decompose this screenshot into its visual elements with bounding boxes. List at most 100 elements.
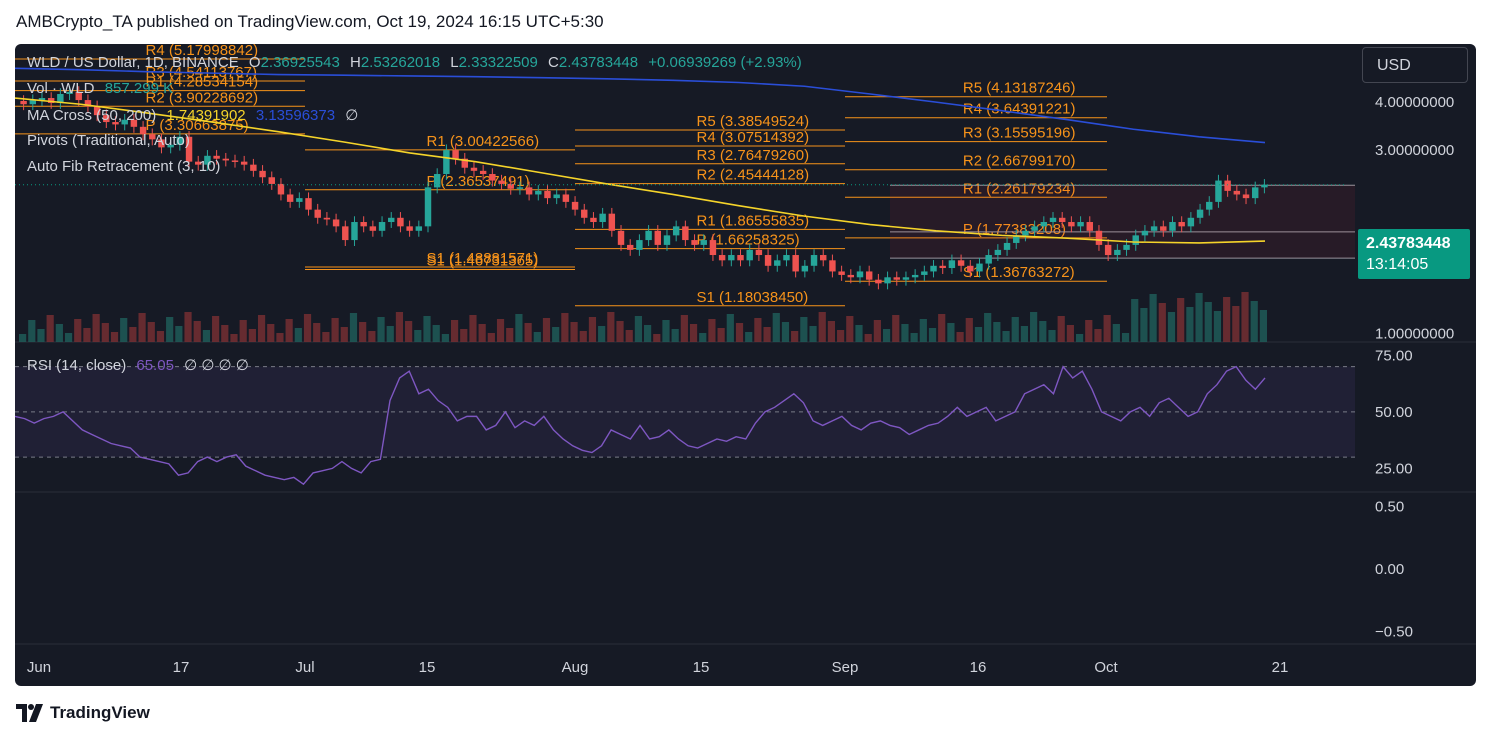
candle-body [121,119,128,125]
volume-bar [588,317,597,342]
volume-bar [772,313,780,342]
candle-body [1123,244,1130,250]
candle-body [617,230,625,245]
volume-bar [19,334,27,342]
candle-body [75,92,82,101]
candle-body [581,209,588,218]
volume-bar [147,322,155,342]
volume-bar [708,319,716,342]
bar-countdown: 13:14:05 [1366,256,1429,273]
legend-rsi-extra: ∅ ∅ ∅ ∅ [184,357,249,374]
candle-body [158,139,165,148]
candle-body [746,249,753,261]
candle-body [856,271,864,278]
candle-body [20,100,27,105]
volume-bar [607,312,615,342]
volume-bar [1131,299,1139,342]
volume-bar [212,316,220,342]
candle-body [29,100,37,105]
volume-bar [506,328,514,342]
candle-body [195,161,202,165]
volume-bar [873,320,881,342]
pivot-level-label: R4 (5.17998842) [146,44,259,59]
candle-body [1022,230,1029,236]
candle-body [1242,194,1250,199]
chart-canvas[interactable]: R4 (5.17998842)R3 (4.54113767)R2 (3.9022… [15,44,1476,686]
candle-body [1095,230,1103,245]
candle-body [397,217,404,227]
volume-bar [92,314,100,342]
candle-body [654,230,662,245]
volume-bar [1057,316,1065,342]
candle-body [415,226,423,231]
candle-body [342,226,349,241]
footer-brand[interactable]: TradingView [16,703,150,723]
volume-bar [46,315,54,342]
volume-bar [202,330,211,342]
candle-body [976,263,983,272]
volume-bar [138,313,146,342]
volume-bar [735,323,744,342]
volume-bar [450,320,459,342]
candle-body [1003,242,1011,250]
volume-bar [83,328,91,342]
candle-body [783,255,790,261]
volume-bar [1030,312,1038,342]
candle-body [700,240,707,245]
volume-bar [441,334,449,342]
candle-body [204,155,211,165]
volume-bar [478,324,486,342]
price-axis-tick-label: 3.00000000 [1375,142,1454,159]
candle-body [1086,222,1093,231]
pivot-level-label: S1 (1.18038450) [697,289,809,306]
volume-bar [882,329,891,342]
volume-bar [910,333,918,342]
time-axis-tick-label: 16 [970,659,987,676]
candle-body [1058,217,1066,223]
candle-body [820,255,827,261]
legend-ma-row: MA Cross (50, 200) 1.74391902 3.13596373… [27,106,364,124]
volume-bar [928,328,937,342]
volume-bar [64,333,73,342]
candle-body [1206,201,1213,210]
pivot-level-label: S1 (1.48881571) [427,250,539,267]
candle-body [1077,222,1084,227]
volume-bar [248,329,256,342]
candle-body [599,213,606,223]
volume-bar [579,331,587,342]
volume-bar [368,331,376,342]
time-axis-tick-label: Jul [295,659,314,676]
pane-axis-tick-label: −0.50 [1375,624,1413,641]
currency-button[interactable]: USD [1362,47,1468,83]
volume-bar [1186,307,1194,342]
candle-body [167,144,174,148]
volume-bar [239,320,247,342]
volume-bar [809,326,817,342]
pane-axis-tick-label: 0.50 [1375,499,1404,516]
legend-open-label: O [248,54,261,71]
candle-body [452,150,459,159]
pane-axis-tick-label: 0.00 [1375,561,1404,578]
volume-bar [947,323,955,342]
volume-bar [671,329,679,342]
candle-body [388,217,395,223]
volume-bar [469,315,477,342]
last-price: 2.43783448 [1366,235,1451,252]
candle-body [1068,222,1075,227]
candle-body [691,240,698,245]
volume-bar [460,329,468,342]
candle-body [296,198,303,202]
volume-bar [156,331,165,342]
candle-body [222,158,230,161]
volume-bar [175,326,183,342]
candle-body [1215,180,1222,202]
volume-bar [496,319,505,342]
legend-volume-label: Vol · WLD [27,80,95,97]
legend-volume: 857.299 K [104,80,174,97]
candle-body [323,217,331,220]
candle-body [231,160,239,162]
time-axis-tick-label: Jun [27,659,51,676]
candle-body [663,235,671,245]
candle-body [305,198,312,210]
volume-bar [625,330,633,342]
